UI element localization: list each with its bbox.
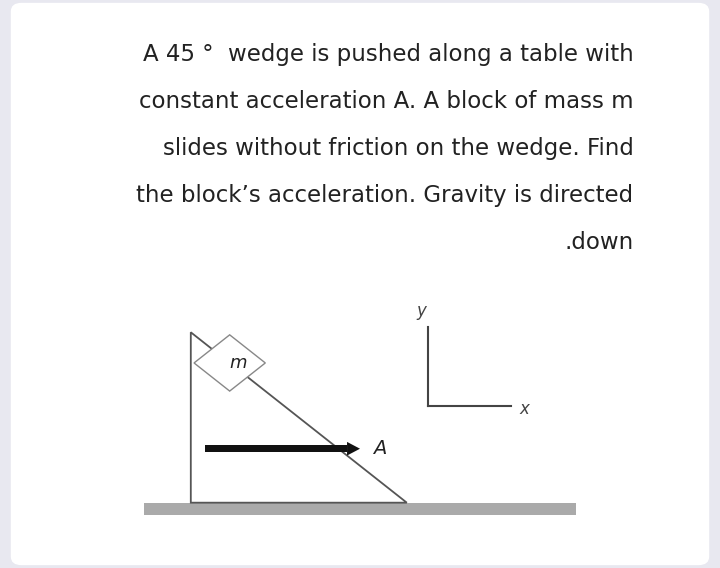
Text: x: x	[519, 400, 529, 418]
Text: constant acceleration A. A block of mass m: constant acceleration A. A block of mass…	[139, 90, 634, 112]
Polygon shape	[347, 442, 360, 456]
Polygon shape	[194, 335, 265, 391]
Text: .down: .down	[564, 231, 634, 254]
Text: slides without friction on the wedge. Find: slides without friction on the wedge. Fi…	[163, 137, 634, 160]
Bar	[144, 503, 576, 515]
Text: A 45 °  wedge is pushed along a table with: A 45 ° wedge is pushed along a table wit…	[143, 43, 634, 65]
Text: y: y	[416, 302, 426, 320]
Bar	[205, 445, 347, 452]
Text: A: A	[373, 439, 387, 458]
Polygon shape	[191, 332, 407, 503]
Text: m: m	[230, 354, 247, 372]
Text: the block’s acceleration. Gravity is directed: the block’s acceleration. Gravity is dir…	[137, 184, 634, 207]
